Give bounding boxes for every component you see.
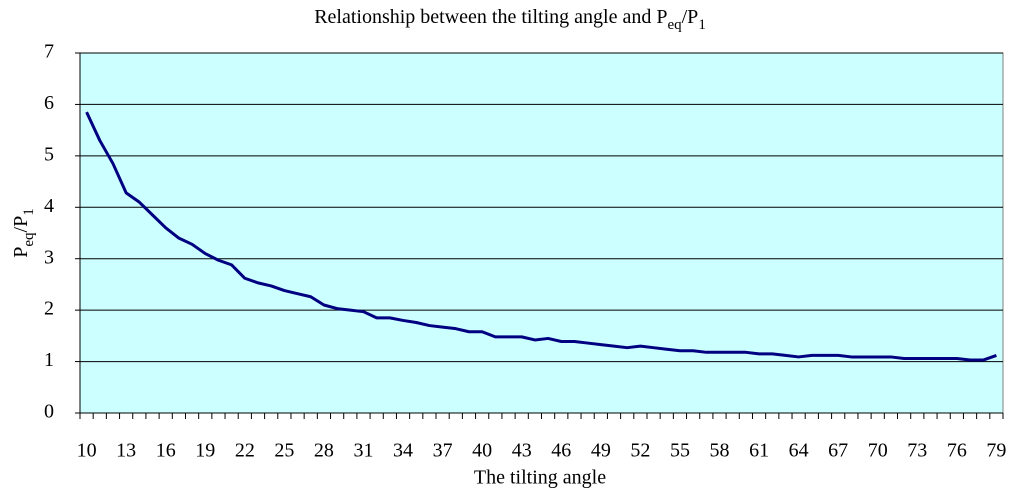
x-tick-label: 58 [710, 440, 730, 462]
x-tick-label: 40 [472, 440, 492, 462]
title-part: Relationship between the tilting angle a… [314, 6, 667, 28]
x-tick-label: 13 [116, 440, 136, 462]
x-tick-label: 25 [274, 440, 294, 462]
y-tick-label: 1 [44, 349, 54, 371]
x-tick-label: 22 [235, 440, 255, 462]
x-tick-label: 76 [947, 440, 967, 462]
x-tick-label: 10 [77, 440, 97, 462]
y-tick-label: 2 [44, 298, 54, 320]
x-axis-label: The tilting angle [474, 467, 606, 489]
x-tick-label: 28 [314, 440, 334, 462]
y-tick-label: 3 [44, 246, 54, 268]
x-tick-label: 61 [749, 440, 769, 462]
x-tick-label: 67 [828, 440, 848, 462]
x-tick-label: 70 [868, 440, 888, 462]
title-part: eq [667, 17, 682, 33]
y-tick-label: 6 [44, 92, 54, 114]
x-tick-label: 19 [195, 440, 215, 462]
y-tick-label: 0 [44, 401, 54, 423]
y-tick-label: 4 [44, 195, 54, 217]
ylabel-part: 1 [21, 208, 37, 216]
x-tick-label: 46 [551, 440, 571, 462]
x-tick-label: 55 [670, 440, 690, 462]
y-tick-label: 5 [44, 143, 54, 165]
x-tick-label: 37 [433, 440, 453, 462]
x-tick-label: 52 [630, 440, 650, 462]
y-axis-label: Peq/P1 [10, 208, 38, 257]
x-tick-label: 64 [789, 440, 809, 462]
x-tick-label: 73 [907, 440, 927, 462]
y-tick-label: 7 [44, 41, 54, 63]
x-tick-label: 31 [353, 440, 373, 462]
x-tick-label: 79 [986, 440, 1006, 462]
title-part: /P [682, 6, 699, 28]
x-tick-label: 43 [512, 440, 532, 462]
title-part: 1 [698, 17, 706, 33]
data-line [85, 111, 997, 362]
ylabel-part: /P [10, 216, 32, 233]
ylabel-part: P [10, 247, 32, 258]
x-tick-label: 49 [591, 440, 611, 462]
x-tick-label: 34 [393, 440, 413, 462]
x-tick-label: 16 [156, 440, 176, 462]
chart-title: Relationship between the tilting angle a… [314, 6, 706, 34]
ylabel-part: eq [21, 232, 37, 247]
plot-area [79, 52, 1004, 414]
